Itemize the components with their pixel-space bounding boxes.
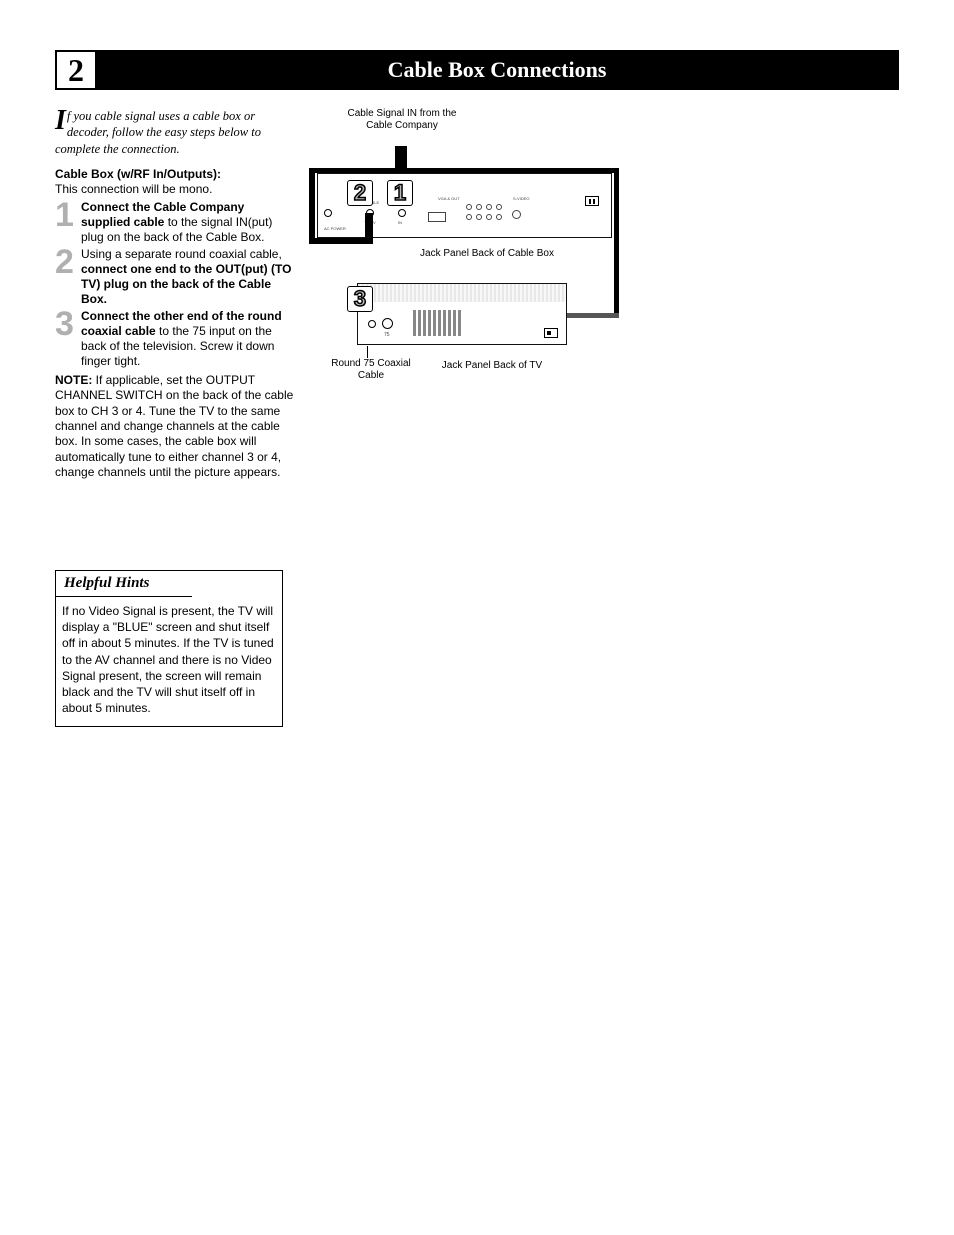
coax-pointer <box>367 346 368 358</box>
step-2-text: Using a separate round coaxial cable, co… <box>81 247 295 307</box>
vga-port <box>428 212 446 222</box>
tv-75-input <box>382 318 393 329</box>
rca-1 <box>466 204 472 210</box>
diagram-marker-2: 2 <box>347 180 373 206</box>
cablebox-panel-label: Jack Panel Back of Cable Box <box>397 248 577 260</box>
page-header: 2 Cable Box Connections <box>55 50 899 90</box>
tv-vent <box>413 310 461 336</box>
tv-panel-label: Jack Panel Back of TV <box>427 360 557 372</box>
helpful-hints-box: Helpful Hints If no Video Signal is pres… <box>55 570 283 727</box>
label-power: AC POWER <box>324 226 346 231</box>
cablebox-power-dot <box>324 209 332 217</box>
instructions-column: If you cable signal uses a cable box or … <box>55 108 295 480</box>
step-3-number: 3 <box>55 309 81 369</box>
page-title: Cable Box Connections <box>95 50 899 90</box>
step-2-pre: Using a separate round coaxial cable, <box>81 247 282 261</box>
step-1-text: Connect the Cable Company supplied cable… <box>81 200 295 245</box>
cablebox-in-dot <box>398 209 406 217</box>
cablebox-ac-plug <box>585 196 599 206</box>
mono-note: This connection will be mono. <box>55 182 295 198</box>
diagram-marker-1: 1 <box>387 180 413 206</box>
rca-8 <box>496 214 502 220</box>
tv-aux-dot <box>368 320 376 328</box>
helpful-hints-body: If no Video Signal is present, the TV wi… <box>56 597 282 726</box>
label-svideo: S-VIDEO <box>513 196 529 201</box>
svideo-port <box>512 210 521 219</box>
subsection-heading: Cable Box (w/RF In/Outputs): <box>55 167 295 183</box>
step-1-number: 1 <box>55 200 81 245</box>
tv-shading <box>358 284 566 302</box>
tv-panel: 75 <box>357 283 567 345</box>
step-2: 2 Using a separate round coaxial cable, … <box>55 247 295 307</box>
note-label: NOTE: <box>55 373 92 387</box>
connection-diagram: Cable Signal IN from the Cable Company A… <box>317 108 637 448</box>
rca-3 <box>486 204 492 210</box>
step-2-bold: connect one end to the OUT(put) (TO TV) … <box>81 262 291 306</box>
rca-6 <box>476 214 482 220</box>
coax-seg-2b <box>309 168 315 244</box>
label-tv75: 75 <box>384 332 390 338</box>
coax-seg-2 <box>309 238 373 244</box>
intro-paragraph: If you cable signal uses a cable box or … <box>55 108 295 157</box>
label-in: IN <box>398 220 402 225</box>
coax-seg-3 <box>309 168 619 173</box>
diagram-column: Cable Signal IN from the Cable Company A… <box>317 108 899 480</box>
coax-label: Round 75 Coaxial Cable <box>331 358 411 382</box>
label-vga: VGA & OUT <box>438 196 460 201</box>
step-2-number: 2 <box>55 247 81 307</box>
tv-switch <box>544 328 558 338</box>
note-text: If applicable, set the OUTPUT CHANNEL SW… <box>55 373 293 479</box>
step-3-text: Connect the other end of the round coaxi… <box>81 309 295 369</box>
rca-5 <box>466 214 472 220</box>
step-1: 1 Connect the Cable Company supplied cab… <box>55 200 295 245</box>
coax-seg-4 <box>614 168 619 318</box>
content-row: If you cable signal uses a cable box or … <box>55 108 899 480</box>
note-paragraph: NOTE: If applicable, set the OUTPUT CHAN… <box>55 373 295 481</box>
rca-2 <box>476 204 482 210</box>
cable-in-label: Cable Signal IN from the Cable Company <box>347 108 457 132</box>
step-3: 3 Connect the other end of the round coa… <box>55 309 295 369</box>
helpful-hints-title: Helpful Hints <box>56 571 192 597</box>
chapter-number-box: 2 <box>55 50 97 90</box>
diagram-marker-3: 3 <box>347 286 373 312</box>
rca-4 <box>496 204 502 210</box>
rca-7 <box>486 214 492 220</box>
intro-dropcap: I <box>55 110 66 132</box>
intro-text: f you cable signal uses a cable box or d… <box>55 109 261 156</box>
